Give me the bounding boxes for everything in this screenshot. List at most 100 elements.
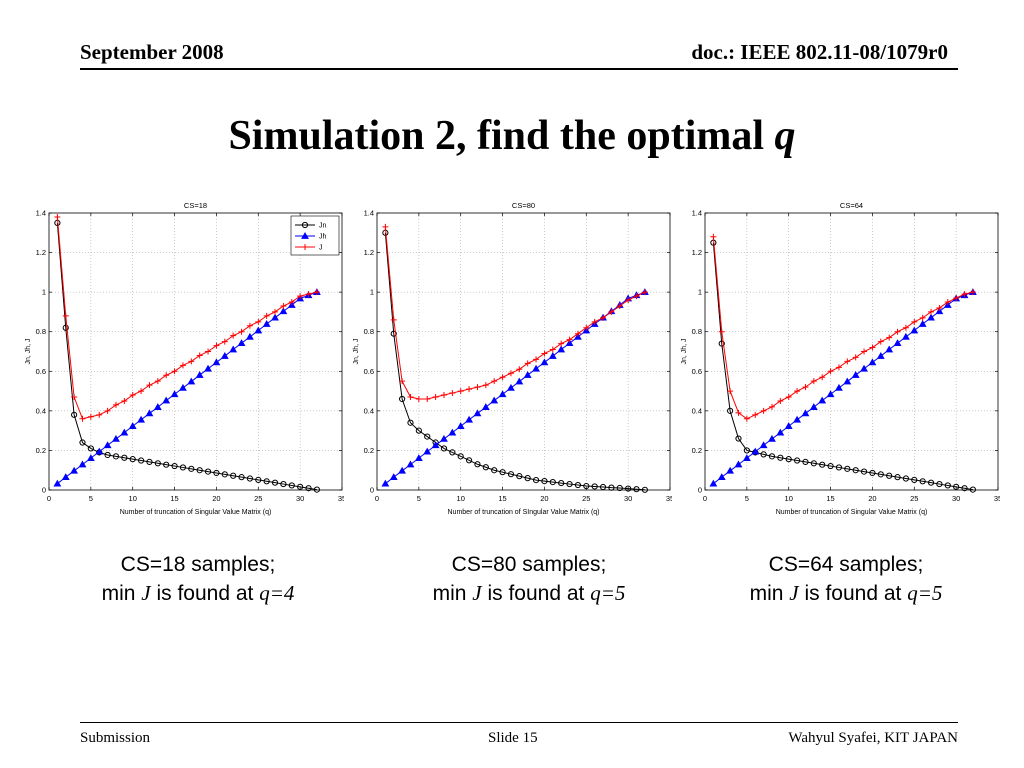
header-date: September 2008 [80,40,224,64]
legend-label-jn: Jn [319,223,327,230]
data-point-jh [893,339,902,347]
data-point-j [96,411,103,418]
data-point-jn [735,435,742,442]
data-point-jh [229,345,238,353]
data-point-jn [919,478,926,485]
data-point-jh [95,447,104,455]
data-point-jh [423,447,432,455]
data-point-j [213,342,220,349]
data-point-j [238,328,245,335]
data-point-j [886,334,893,341]
data-point-j [777,397,784,404]
x-tick-label: 5 [745,494,749,503]
plot-area [377,213,670,490]
data-point-jh [851,371,860,378]
data-point-j [154,378,161,385]
data-point-jn [835,464,843,471]
data-point-jn [625,485,632,492]
data-point-j [112,401,119,408]
legend: Jn Jh J [290,215,340,256]
x-tick-label: 15 [498,494,506,503]
data-point-j [541,350,548,357]
data-point-j [919,314,926,321]
data-point-j [928,308,935,315]
x-tick-label: 30 [624,494,632,503]
data-point-jn [204,468,212,475]
data-point-jh [717,473,726,480]
data-point-jn [524,475,531,482]
data-point-j [574,330,581,337]
data-point-jn [727,407,734,414]
series-jh [709,288,977,487]
data-point-j [205,348,212,355]
data-point-j [591,318,598,325]
x-tick-label: 35 [994,494,1000,503]
data-point-jh [137,415,146,423]
data-point-jh [153,403,162,410]
y-axis-label: Jn, Jh, J [25,338,32,364]
caption-cs18: CS=18 samples; min J is found at q=4 [48,550,348,608]
data-point-jn [255,476,262,484]
data-point-j [474,384,481,391]
data-point-jn [474,461,481,468]
data-point-jh [398,466,407,474]
data-point-j [399,378,406,385]
data-point-jn [961,485,968,492]
data-point-jh [456,422,465,429]
data-point-j [272,308,279,315]
chart-title: CS=80 [512,201,535,210]
data-point-jn [137,457,145,464]
x-tick-label: 30 [952,494,960,503]
series-line-jn [384,232,645,491]
data-point-jn [599,483,607,491]
data-point-j [911,318,918,325]
header-divider [80,68,958,70]
x-tick-label: 20 [540,494,548,503]
y-tick-label: 0.8 [364,327,374,336]
data-point-jn [827,462,834,470]
data-point-j [79,415,86,422]
data-point-jn [785,456,792,463]
data-point-jh [910,326,919,334]
y-tick-label: 0.6 [36,367,46,376]
data-point-j [482,382,489,389]
caption-line1: CS=64 samples; [768,553,924,576]
data-point-jh [759,441,768,449]
data-point-jh [162,396,171,404]
data-point-j [785,394,792,401]
data-point-jn [213,469,220,477]
data-point-j [263,312,270,319]
series-j [710,233,976,422]
data-point-jh [490,396,499,404]
data-point-jn [760,451,767,458]
data-point-jn [238,474,245,481]
data-point-j [953,295,960,302]
data-point-j [844,358,851,365]
data-point-jn [188,465,195,472]
x-tick-label: 0 [703,494,707,503]
data-point-jn [558,479,565,487]
data-point-j [524,360,531,367]
data-point-jh [734,460,743,468]
data-point-j [171,368,178,375]
data-point-j [440,392,447,399]
data-point-jh [784,422,793,429]
data-point-jn [516,473,523,480]
y-tick-label: 1.4 [36,209,46,218]
x-tick-label: 25 [582,494,590,503]
data-point-jh [768,434,776,442]
data-point-jn [121,454,128,461]
data-point-j [835,364,842,371]
plot-frame [48,212,343,491]
data-point-jh [843,377,852,385]
data-point-jn [944,482,951,489]
data-point-j [163,372,170,379]
data-point-j [196,352,203,359]
data-point-j [894,328,901,335]
data-point-jh [120,428,129,436]
data-point-jn [163,461,170,468]
data-point-jn [79,439,86,446]
data-point-j [616,302,623,309]
legend-marker-jh [301,231,309,239]
data-point-jn [549,478,556,486]
